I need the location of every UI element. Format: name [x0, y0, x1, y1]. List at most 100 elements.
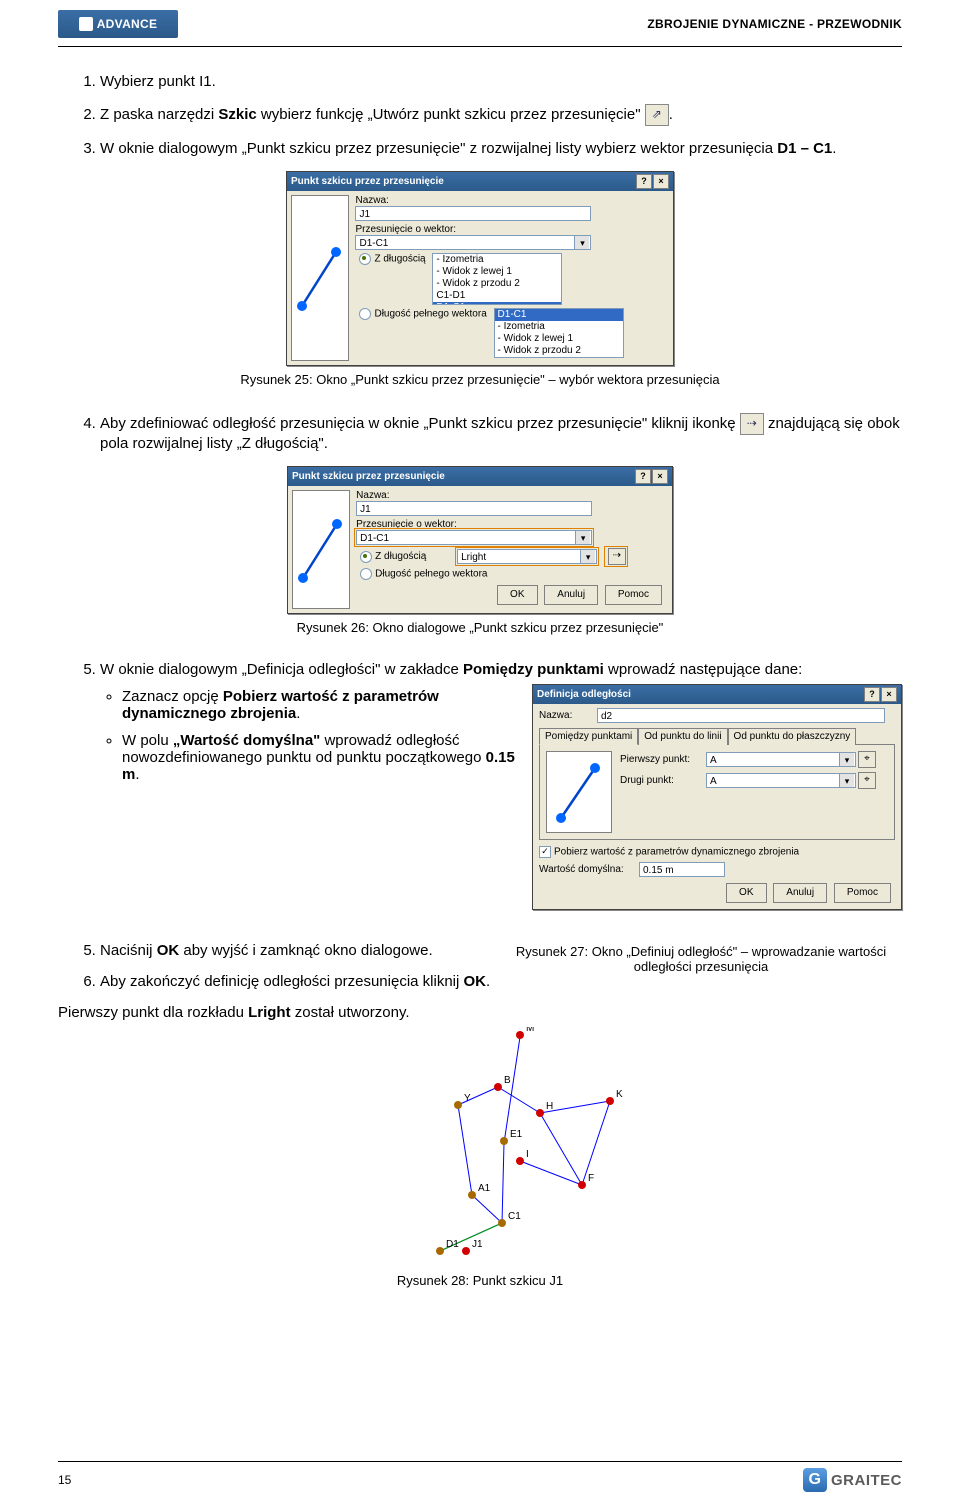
svg-text:C1: C1: [508, 1211, 521, 1222]
step-3-text-a: W oknie dialogowym „Punkt szkicu przez p…: [100, 140, 777, 157]
dialog-fig25: Punkt szkicu przez przesunięcie ?× Nazwa…: [286, 171, 674, 366]
step-2-text-c: wybierz funkcję „Utwórz punkt szkicu prz…: [257, 106, 645, 123]
dlg27-titlebar: Definicja odległości ?×: [533, 685, 901, 704]
dlg26-ok-button[interactable]: OK: [497, 585, 537, 605]
dlg27-pt2-label: Drugi punkt:: [620, 775, 706, 786]
dlg26-radio-full[interactable]: [360, 568, 372, 580]
caption-27: Rysunek 27: Okno „Definiuj odległość" – …: [500, 944, 902, 974]
dlg27-help-button[interactable]: Pomoc: [834, 883, 891, 903]
step-1: Wybierz punkt I1.: [100, 73, 902, 90]
graitec-text: GRAITEC: [831, 1472, 902, 1489]
dlg27-window-controls: ?×: [863, 687, 897, 702]
caption-28: Rysunek 28: Punkt szkicu J1: [58, 1273, 902, 1288]
dlg25-vec-label: Przesunięcie o wektor:: [355, 224, 461, 235]
svg-text:B: B: [504, 1075, 511, 1086]
dlg25-opt1: Z długością: [374, 254, 425, 265]
help-icon[interactable]: ?: [864, 687, 880, 702]
step-5: W oknie dialogowym „Definicja odległości…: [100, 661, 902, 910]
dlg26-len-combo[interactable]: Lright: [457, 549, 597, 564]
main-steps-5: W oknie dialogowym „Definicja odległości…: [58, 661, 902, 910]
dlg25-opt2: Długość pełnego wektora: [374, 309, 486, 320]
dlg27-default-input[interactable]: 0.15 m: [639, 862, 725, 877]
close-icon[interactable]: ×: [881, 687, 897, 702]
dlg27-title: Definicja odległości: [537, 689, 631, 700]
dlg26-pick-icon[interactable]: ⇢: [608, 548, 626, 565]
dlg26-window-controls: ?×: [634, 469, 668, 484]
dlg25-window-controls: ?×: [635, 174, 669, 189]
dlg26-opt1: Z długością: [375, 551, 426, 562]
dlg26-vec-combo[interactable]: D1-C1: [356, 530, 592, 545]
step-4: Aby zdefiniować odległość przesunięcia w…: [100, 413, 902, 452]
dlg27-tabs: Pomiędzy punktami Od punktu do linii Od …: [539, 727, 895, 744]
dlg25-radio-full[interactable]: [359, 308, 371, 320]
step-5-text-a: W oknie dialogowym „Definicja odległości…: [100, 661, 463, 678]
dlg27-preview: [546, 751, 612, 833]
help-icon[interactable]: ?: [635, 469, 651, 484]
dlg27-pt1-combo[interactable]: A: [706, 752, 856, 767]
dlg27-tabpage: Pierwszy punkt:A⌖ Drugi punkt:A⌖: [539, 744, 895, 840]
dlg26-name-input[interactable]: J1: [356, 501, 592, 516]
distance-icon: ⇢: [740, 413, 764, 435]
header-subtitle: ZBROJENIE DYNAMICZNE - PRZEWODNIK: [647, 17, 902, 31]
step-2-text-a: Z paska narzędzi: [100, 106, 218, 123]
dlg26-preview: [292, 490, 350, 609]
step-4-text-a: Aby zdefiniować odległość przesunięcia w…: [100, 415, 740, 432]
dlg25-name-input[interactable]: J1: [355, 206, 591, 221]
dlg26-help-button[interactable]: Pomoc: [605, 585, 662, 605]
dlg27-ok-button[interactable]: OK: [726, 883, 766, 903]
svg-text:E1: E1: [510, 1129, 523, 1140]
closing-sentence: Pierwszy punkt dla rozkładu Lright zosta…: [58, 1004, 902, 1021]
dlg27-pick2-icon[interactable]: ⌖: [858, 772, 876, 789]
dlg25-vec-combo[interactable]: D1-C1: [355, 235, 591, 250]
dlg25-name-label: Nazwa:: [355, 195, 461, 206]
caption-26: Rysunek 26: Okno dialogowe „Punkt szkicu…: [58, 620, 902, 635]
step-5-bullets: Zaznacz opcję Pobierz wartość z parametr…: [100, 688, 520, 783]
tab-point-to-plane[interactable]: Od punktu do płaszczyzny: [728, 728, 857, 745]
help-icon[interactable]: ?: [636, 174, 652, 189]
bullet-1: Zaznacz opcję Pobierz wartość z parametr…: [122, 688, 520, 722]
dlg25-title: Punkt szkicu przez przesunięcie: [291, 176, 444, 187]
step-2: Z paska narzędzi Szkic wybierz funkcję „…: [100, 104, 902, 126]
dlg25-listbox2[interactable]: D1-C1- Izometria- Widok z lewej 1- Widok…: [494, 308, 624, 358]
step-3: W oknie dialogowym „Punkt szkicu przez p…: [100, 140, 902, 157]
svg-text:H: H: [546, 1101, 553, 1112]
tab-between-points[interactable]: Pomiędzy punktami: [539, 728, 638, 745]
close-icon[interactable]: ×: [653, 174, 669, 189]
dlg27-pt2-combo[interactable]: A: [706, 773, 856, 788]
svg-text:M: M: [526, 1027, 534, 1034]
svg-text:J1: J1: [472, 1239, 483, 1250]
page-number: 15: [58, 1473, 71, 1487]
dlg25-radio-length[interactable]: [359, 253, 371, 265]
svg-text:Y: Y: [464, 1093, 471, 1104]
dlg27-pt1-label: Pierwszy punkt:: [620, 754, 706, 765]
dlg26-titlebar: Punkt szkicu przez przesunięcie ?×: [288, 467, 672, 486]
tab-point-to-line[interactable]: Od punktu do linii: [638, 728, 727, 745]
dlg26-cancel-button[interactable]: Anuluj: [544, 585, 598, 605]
step-2-dot: .: [669, 106, 673, 123]
caption-25: Rysunek 25: Okno „Punkt szkicu przez prz…: [58, 372, 902, 387]
dlg25-titlebar: Punkt szkicu przez przesunięcie ?×: [287, 172, 673, 191]
svg-text:F: F: [588, 1173, 594, 1184]
step-3-dot: .: [832, 140, 836, 157]
offset-point-icon: ⇗: [645, 104, 669, 126]
dlg27-check-dynamic[interactable]: [539, 846, 551, 858]
dialog-fig27: Definicja odległości ?× Nazwa:d2 Pomiędz…: [532, 684, 902, 910]
svg-text:I: I: [526, 1149, 529, 1160]
figure-28-svg: MBYHKE1IA1FC1D1J1: [310, 1027, 650, 1267]
dialog-fig26: Punkt szkicu przez przesunięcie ?× Nazwa…: [287, 466, 673, 614]
graitec-logo: G GRAITEC: [803, 1468, 902, 1492]
step-3-bold: D1 – C1: [777, 140, 832, 157]
step-5-bold: Pomiędzy punktami: [463, 661, 604, 678]
dlg27-name-label: Nazwa:: [539, 710, 597, 721]
dlg27-name-input[interactable]: d2: [597, 708, 885, 723]
svg-text:K: K: [616, 1089, 623, 1100]
dlg27-cancel-button[interactable]: Anuluj: [773, 883, 827, 903]
dlg25-listbox[interactable]: - Izometria- Widok z lewej 1- Widok z pr…: [432, 253, 562, 305]
main-steps-4: Aby zdefiniować odległość przesunięcia w…: [58, 413, 902, 452]
svg-text:A1: A1: [478, 1183, 491, 1194]
close-icon[interactable]: ×: [652, 469, 668, 484]
dlg26-title: Punkt szkicu przez przesunięcie: [292, 471, 445, 482]
bullet-2: W polu „Wartość domyślna" wprowadź odleg…: [122, 732, 520, 783]
dlg27-pick1-icon[interactable]: ⌖: [858, 751, 876, 768]
dlg26-radio-length[interactable]: [360, 551, 372, 563]
